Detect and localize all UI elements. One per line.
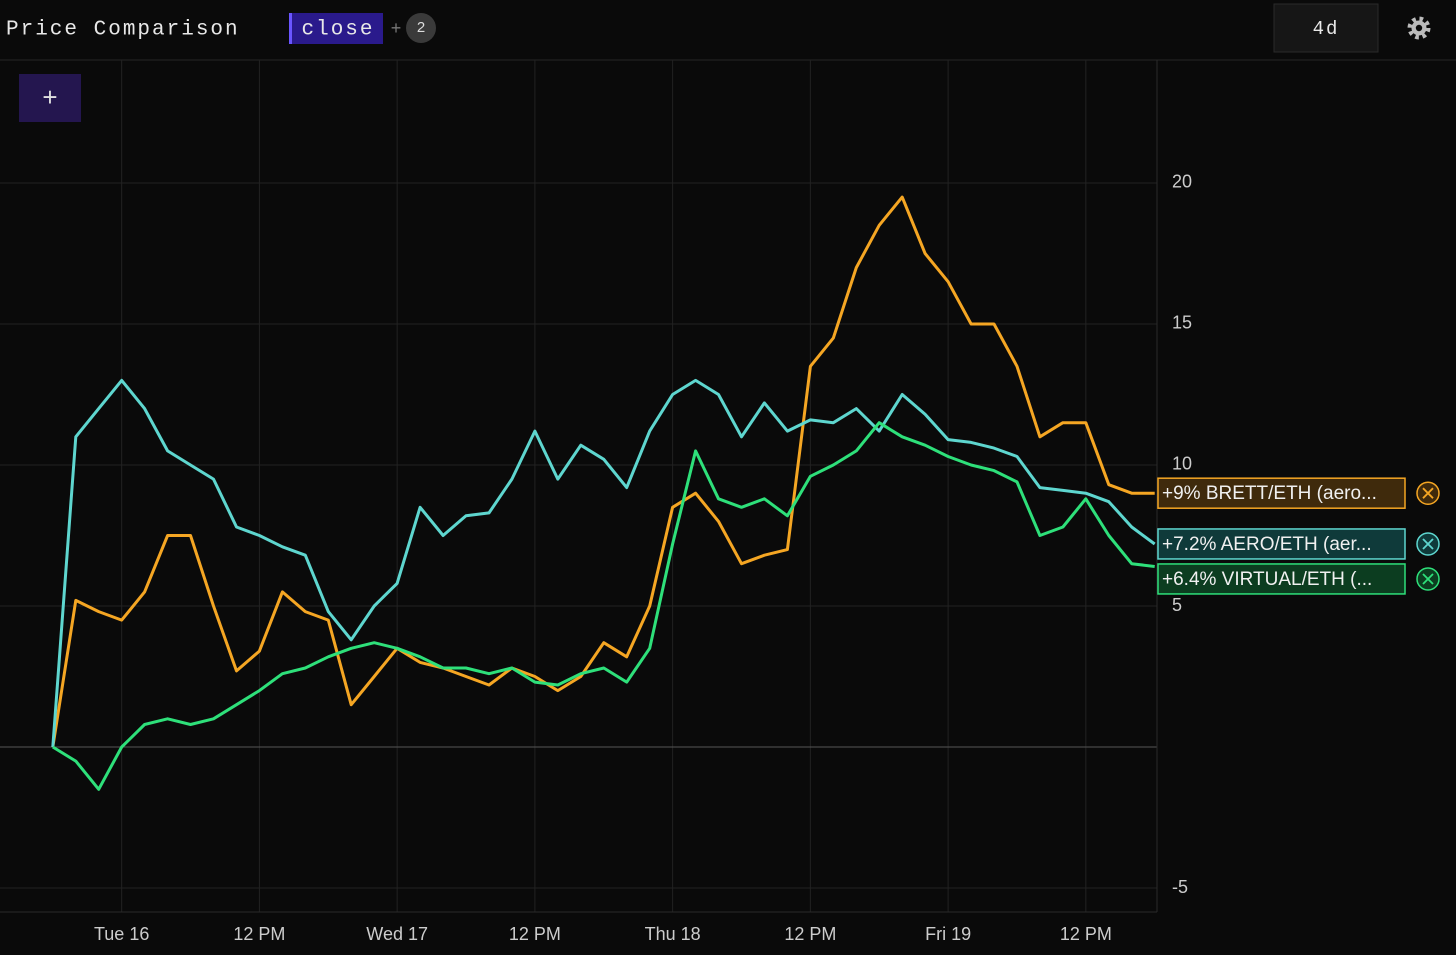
badge-count[interactable]: 2 bbox=[417, 19, 425, 36]
remove-icon bbox=[1422, 487, 1434, 499]
x-tick-label: Thu 18 bbox=[645, 924, 701, 944]
y-tick-label: 20 bbox=[1172, 172, 1192, 192]
x-tick-label: Tue 16 bbox=[94, 924, 149, 944]
gear-teeth bbox=[1407, 16, 1431, 40]
y-tick-label: -5 bbox=[1172, 877, 1188, 897]
y-tick-label: 15 bbox=[1172, 313, 1192, 333]
legend-label: +7.2% AERO/ETH (aer... bbox=[1162, 534, 1372, 555]
legend-box bbox=[1157, 477, 1406, 509]
badge[interactable] bbox=[406, 13, 436, 43]
remove-icon bbox=[1422, 538, 1434, 550]
x-tick-label: Fri 19 bbox=[925, 924, 971, 944]
y-tick-label: 10 bbox=[1172, 454, 1192, 474]
gear-hole bbox=[1415, 24, 1423, 32]
title: Price Comparison bbox=[6, 19, 240, 42]
range-label[interactable]: 4d bbox=[1313, 18, 1340, 40]
series-line bbox=[51, 195, 1155, 748]
add-label[interactable]: + bbox=[42, 82, 57, 112]
x-tick-label: 12 PM bbox=[233, 924, 285, 944]
series-line bbox=[52, 421, 1155, 791]
x-tick-label: 12 PM bbox=[509, 924, 561, 944]
range-button[interactable] bbox=[1273, 3, 1379, 53]
series-line bbox=[51, 378, 1156, 748]
chip-edge bbox=[289, 13, 292, 44]
add-button[interactable] bbox=[19, 74, 81, 122]
legend-box bbox=[1157, 563, 1406, 595]
settings-icon[interactable] bbox=[1407, 16, 1431, 40]
legend-label: +6.4% VIRTUAL/ETH (... bbox=[1162, 569, 1372, 590]
field-chip[interactable] bbox=[289, 13, 383, 44]
x-tick-label: 12 PM bbox=[784, 924, 836, 944]
y-tick-label: 5 bbox=[1172, 595, 1182, 615]
plot: Tue 16 12 PM Wed 17 12 PM Thu 18 12 PM Fri 19 1… bbox=[0, 60, 1192, 944]
x-tick-label: Wed 17 bbox=[366, 924, 428, 944]
field-label[interactable]: close bbox=[301, 19, 374, 42]
remove-icon bbox=[1422, 573, 1434, 585]
x-tick-label: 12 PM bbox=[1060, 924, 1112, 944]
legend-label: +9% BRETT/ETH (aero... bbox=[1162, 483, 1377, 504]
plus-sign: + bbox=[391, 18, 402, 38]
legend-box bbox=[1157, 528, 1406, 560]
